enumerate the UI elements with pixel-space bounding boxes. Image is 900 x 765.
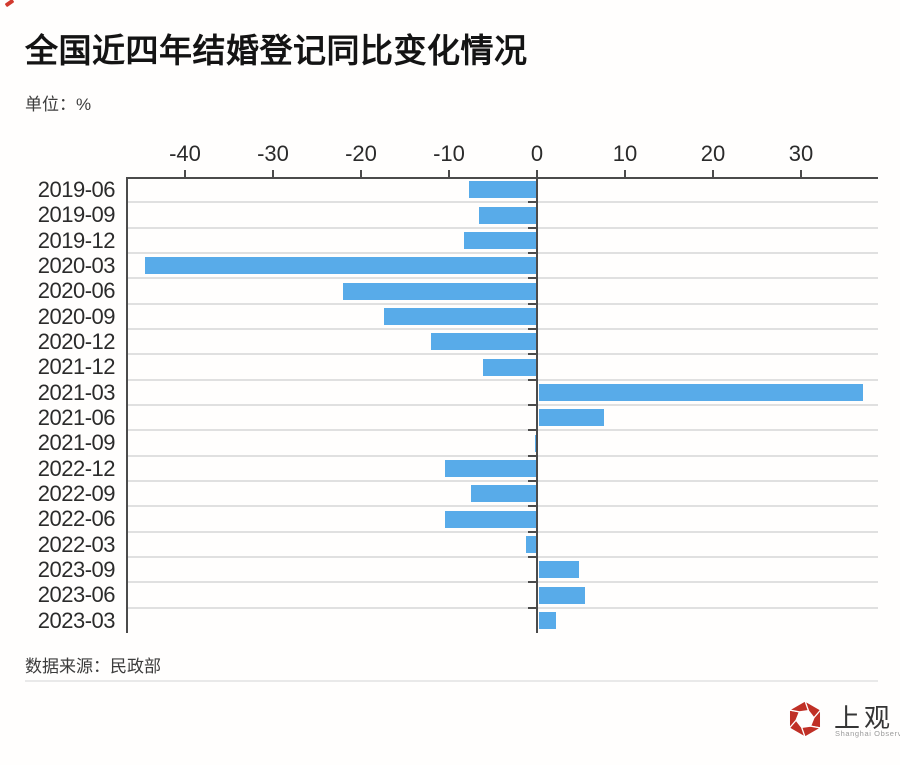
- x-tick-label: 20: [700, 141, 726, 166]
- x-tick-mark: [272, 170, 274, 177]
- gridline: [126, 328, 878, 330]
- chart-title: 全国近四年结婚登记同比变化情况: [25, 32, 528, 69]
- y-tick-label: 2021-03: [37, 379, 116, 405]
- y-tick-label: 2021-09: [37, 430, 116, 456]
- zero-axis-tick: [528, 480, 537, 482]
- zero-axis-tick: [528, 556, 537, 558]
- logo-subtext: Shanghai Observer: [835, 729, 900, 738]
- x-tick-mark: [712, 170, 714, 177]
- gridline: [126, 252, 878, 254]
- gridline: [126, 201, 878, 204]
- x-tick-mark: [360, 170, 362, 177]
- bar: [145, 257, 537, 275]
- zero-axis-tick: [528, 404, 537, 406]
- y-tick-label: 2019-12: [37, 227, 116, 253]
- x-tick-label: 10: [612, 141, 638, 166]
- bar: [343, 282, 537, 300]
- zero-axis-tick: [528, 201, 537, 204]
- x-tick-mark: [448, 170, 450, 177]
- x-tick-mark: [536, 170, 538, 177]
- y-tick-label: 2023-03: [37, 607, 116, 633]
- x-tick-mark: [624, 170, 626, 177]
- gridline: [126, 454, 878, 457]
- bar: [463, 231, 537, 249]
- gridline: [126, 480, 878, 482]
- y-tick-label: 2022-03: [37, 531, 116, 557]
- bar: [469, 181, 537, 199]
- gridline: [126, 505, 878, 508]
- gridline: [126, 581, 878, 584]
- y-tick-label: 2022-12: [37, 455, 116, 481]
- bar: [444, 459, 537, 477]
- bar: [478, 206, 537, 224]
- x-tick-mark: [800, 170, 802, 177]
- zero-axis-tick: [528, 378, 537, 381]
- zero-axis-tick: [528, 328, 537, 330]
- gridline: [126, 226, 878, 229]
- gridline: [126, 378, 878, 381]
- bar: [539, 561, 579, 579]
- gridline: [126, 404, 878, 406]
- y-tick-label: 2020-03: [37, 253, 116, 278]
- y-tick-label: 2019-09: [37, 202, 116, 228]
- zero-axis-tick: [528, 302, 537, 305]
- bar: [526, 535, 537, 553]
- zero-axis-tick: [528, 353, 537, 356]
- y-tick-label: 2020-06: [37, 278, 116, 304]
- zero-axis-tick: [528, 505, 537, 508]
- gridline: [126, 429, 878, 432]
- bar: [483, 358, 537, 376]
- zero-axis-tick: [528, 606, 537, 609]
- aperture-logo-icon: [788, 700, 822, 738]
- bar: [445, 510, 537, 528]
- gridline: [126, 606, 878, 609]
- zero-axis-line: [536, 177, 538, 633]
- plot-area: [126, 177, 878, 633]
- y-tick-label: 2021-06: [37, 405, 116, 430]
- zero-axis-tick: [528, 252, 537, 254]
- y-tick-label: 2019-06: [37, 177, 116, 202]
- top-axis-line: [126, 177, 878, 179]
- bar: [539, 611, 556, 629]
- logo-wordmark: 上观: [834, 703, 895, 733]
- bar: [471, 485, 537, 503]
- y-tick-label: 2023-09: [37, 557, 116, 582]
- x-tick-label: 30: [788, 141, 814, 166]
- x-tick-label: -30: [257, 141, 289, 166]
- unit-label: 单位：%: [25, 95, 92, 114]
- zero-axis-tick: [528, 429, 537, 432]
- zero-axis-tick: [528, 277, 537, 280]
- y-tick-label: 2022-09: [37, 481, 116, 506]
- zero-axis-tick: [528, 530, 537, 533]
- bar: [539, 586, 585, 604]
- zero-axis-tick: [528, 581, 537, 584]
- x-tick-label: -20: [345, 141, 377, 166]
- bar: [539, 409, 605, 427]
- y-tick-label: 2022-06: [37, 506, 116, 532]
- gridline: [126, 353, 878, 356]
- y-tick-label: 2023-06: [37, 582, 116, 608]
- zero-axis-tick: [528, 226, 537, 229]
- y-tick-label: 2021-12: [37, 354, 116, 380]
- x-tick-label: -40: [169, 141, 201, 166]
- footer-divider: [25, 680, 878, 682]
- bar: [383, 307, 537, 325]
- bar: [539, 383, 863, 401]
- gridline: [126, 556, 878, 558]
- shanghai-observer-logo: 上观 Shanghai Observer: [786, 700, 900, 742]
- gridline: [126, 530, 878, 533]
- x-tick-mark: [184, 170, 186, 177]
- gridline: [126, 302, 878, 305]
- y-tick-label: 2020-12: [37, 329, 116, 354]
- gridline: [126, 277, 878, 280]
- bar-chart: -40 -30 -20 -10 0 10 20 30 2019-06 2019-09 2019-1…: [37, 141, 878, 633]
- left-axis-line: [126, 177, 128, 633]
- y-tick-label: 2020-09: [37, 303, 116, 329]
- source-label: 数据来源：民政部: [25, 657, 161, 676]
- x-tick-label: 0: [530, 141, 544, 166]
- bar: [430, 333, 537, 351]
- zero-axis-tick: [528, 454, 537, 457]
- x-tick-label: -10: [433, 141, 465, 166]
